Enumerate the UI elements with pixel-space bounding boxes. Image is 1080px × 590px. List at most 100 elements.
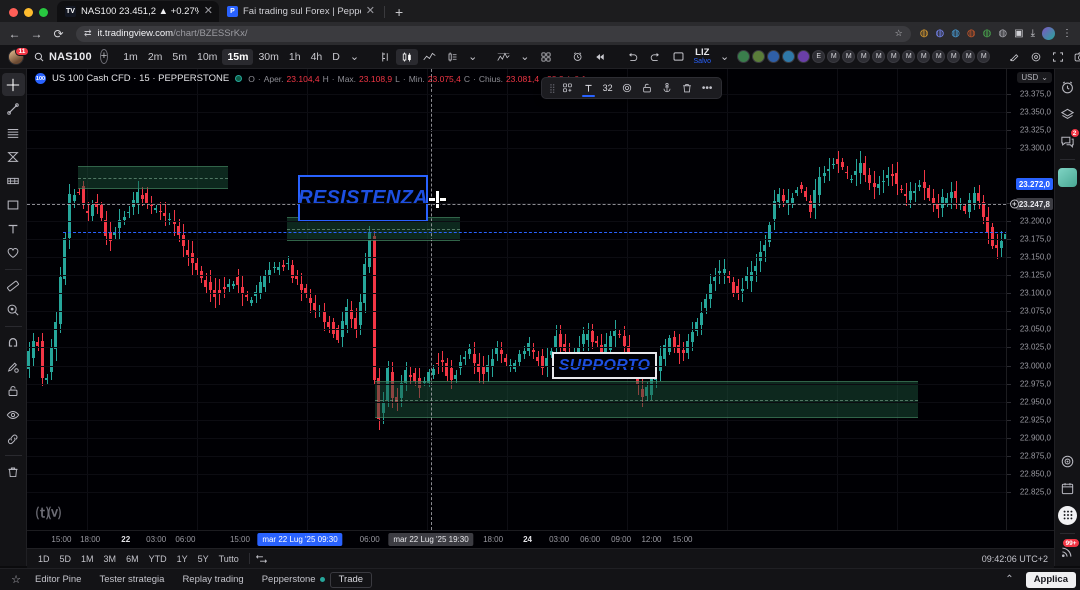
strategy-tester-button[interactable]: Tester strategia <box>99 574 165 585</box>
annotation-resistenza[interactable]: RESISTENZA <box>298 175 428 222</box>
fib-retracement-tool[interactable] <box>2 145 25 168</box>
layers-icon[interactable] <box>1057 102 1079 126</box>
timeframe-1h[interactable]: 1h <box>288 50 301 63</box>
profile-avatar[interactable] <box>1042 27 1055 40</box>
collaborator-avatar[interactable]: M <box>827 50 841 63</box>
browser-tab-tradingview[interactable]: TV NAS100 23.451,2 ▲ +0.27% ✕ <box>57 1 219 22</box>
template-icon[interactable] <box>559 79 578 97</box>
broadcast-icon[interactable]: 99+ <box>1057 538 1080 563</box>
rectangle-tool[interactable] <box>2 193 25 216</box>
range-all[interactable]: Tutto <box>218 553 239 564</box>
chat-icon[interactable]: 2 <box>1057 128 1080 153</box>
broker-status[interactable]: Pepperstone <box>253 572 330 587</box>
horizontal-lines-tool[interactable] <box>2 121 25 144</box>
add-symbol-button[interactable]: + <box>99 49 109 64</box>
magnet-icon[interactable] <box>2 331 25 354</box>
drag-handle[interactable]: ⣿ <box>549 82 556 93</box>
price-badge-selected[interactable]: 23.272,0 <box>1015 178 1053 190</box>
fullscreen-icon[interactable] <box>1047 49 1069 65</box>
hide-drawings-eye-icon[interactable] <box>2 403 25 426</box>
time-axis[interactable]: 15:00 18:00 22 03:00 06:00 15:00 06:00 09:00 18:… <box>27 530 1054 548</box>
downloads-icon[interactable]: ⤓ <box>1030 28 1035 39</box>
collaborator-avatar[interactable]: M <box>887 50 901 63</box>
range-ytd[interactable]: YTD <box>148 553 167 564</box>
extensions-puzzle-icon[interactable]: ▣ <box>1014 28 1024 39</box>
chart-canvas[interactable]: RESISTENZA SUPPORTO ⒯⒱ 100 US 100 Cash C… <box>27 69 1054 530</box>
back-icon[interactable]: ← <box>8 26 21 41</box>
collaborator-avatar[interactable] <box>752 50 766 63</box>
collaborator-avatar[interactable]: M <box>947 50 961 63</box>
redo-icon[interactable] <box>644 49 667 65</box>
font-size-value[interactable]: 32 <box>602 83 613 93</box>
calendar-icon[interactable] <box>1057 476 1079 500</box>
lock-drawings-icon[interactable] <box>2 379 25 402</box>
timeframe-4h[interactable]: 4h <box>310 50 323 63</box>
date-range-icon[interactable] <box>255 553 268 565</box>
replay-trading-button[interactable]: Replay trading <box>182 574 244 585</box>
resistance-zone-upper[interactable] <box>78 166 228 189</box>
theme-icon[interactable] <box>1003 49 1025 65</box>
new-tab-button[interactable]: + <box>395 4 404 20</box>
site-settings-icon[interactable]: ⇄ <box>84 28 92 38</box>
snapshot-camera-icon[interactable] <box>1069 49 1080 65</box>
extension-icon[interactable]: ◍ <box>951 28 960 39</box>
favorites-heart-icon[interactable] <box>2 241 25 264</box>
chevron-down-icon[interactable]: ⌄ <box>468 51 478 63</box>
text-color-icon[interactable] <box>579 79 598 97</box>
collaborator-avatar[interactable] <box>797 50 811 63</box>
minimize-window-button[interactable] <box>24 8 33 17</box>
collaborator-avatar[interactable]: M <box>917 50 931 63</box>
star-icon[interactable]: ☆ <box>11 574 21 586</box>
collaborator-avatar[interactable]: M <box>962 50 976 63</box>
symbol-search-button[interactable]: NAS100 <box>24 51 100 63</box>
extension-icon[interactable]: ◍ <box>998 28 1008 39</box>
currency-selector[interactable]: USD ⌄ <box>1017 72 1052 83</box>
forward-icon[interactable]: → <box>30 26 43 41</box>
extension-icon[interactable]: ◍ <box>919 28 929 39</box>
address-bar[interactable]: ⇄ it.tradingview.com/chart/BZESSrKx/ ☆ <box>76 25 911 42</box>
timeframe-d[interactable]: D <box>332 50 340 63</box>
browser-tab-pepperstone[interactable]: P Fai trading sul Forex | Pepper ✕ <box>219 1 381 22</box>
collaborator-avatar[interactable]: E <box>812 50 826 63</box>
drawing-mode-pencil-icon[interactable] <box>2 355 25 378</box>
indicators-icon[interactable] <box>492 49 515 65</box>
time-badge-crosshair[interactable]: mar 22 Lug '25 19:30 <box>388 532 474 546</box>
settings-gear-icon[interactable] <box>1025 49 1047 65</box>
price-badge-crosshair[interactable]: 23.247,8 + <box>1009 198 1053 210</box>
collaborator-avatar[interactable]: M <box>932 50 946 63</box>
layout-name-button[interactable]: LIZ Salvo <box>690 48 716 66</box>
extension-icon[interactable]: ◍ <box>966 28 976 39</box>
chevron-down-icon[interactable]: ⌄ <box>520 51 530 63</box>
range-1d[interactable]: 1D <box>38 553 50 564</box>
ideas-icon[interactable] <box>1057 449 1079 473</box>
support-zone[interactable] <box>375 381 918 418</box>
range-5d[interactable]: 5D <box>59 553 72 564</box>
watchlist-icon[interactable] <box>1057 75 1079 99</box>
timeframe-2m[interactable]: 2m <box>147 50 163 63</box>
apply-button[interactable]: Applica <box>1025 571 1076 588</box>
collaborator-avatar[interactable]: M <box>872 50 886 63</box>
unlock-icon[interactable] <box>638 79 657 97</box>
collaborator-avatar[interactable] <box>737 50 751 63</box>
price-axis[interactable]: USD ⌄ 23.375,0 23.350,0 23.325,0 23.300,0 23… <box>1006 69 1054 530</box>
resistance-zone-selection-line[interactable] <box>63 232 1006 233</box>
chart-types-icon[interactable] <box>441 49 463 65</box>
undo-icon[interactable] <box>621 49 644 65</box>
alert-icon[interactable] <box>567 49 589 65</box>
pattern-tool[interactable] <box>2 169 25 192</box>
close-icon[interactable]: ✕ <box>203 5 213 17</box>
text-tool[interactable] <box>2 217 25 240</box>
chart-layout-avatar[interactable] <box>1057 165 1079 189</box>
layouts-grid-icon[interactable] <box>535 49 557 65</box>
range-1m[interactable]: 1M <box>81 553 94 564</box>
collaborator-avatar[interactable]: M <box>902 50 916 63</box>
chevron-up-icon[interactable]: ⌃ <box>1005 574 1014 585</box>
trash-icon[interactable] <box>678 79 697 97</box>
anchor-icon[interactable] <box>658 79 677 97</box>
timeframe-1m[interactable]: 1m <box>123 50 138 63</box>
time-badge-selected[interactable]: mar 22 Lug '25 09:30 <box>257 532 343 546</box>
user-menu-button[interactable]: 11 <box>4 46 29 66</box>
bar-style-icon[interactable] <box>374 49 396 65</box>
timeframe-15m[interactable]: 15m <box>222 48 254 65</box>
extension-icon[interactable]: ◍ <box>935 28 945 39</box>
